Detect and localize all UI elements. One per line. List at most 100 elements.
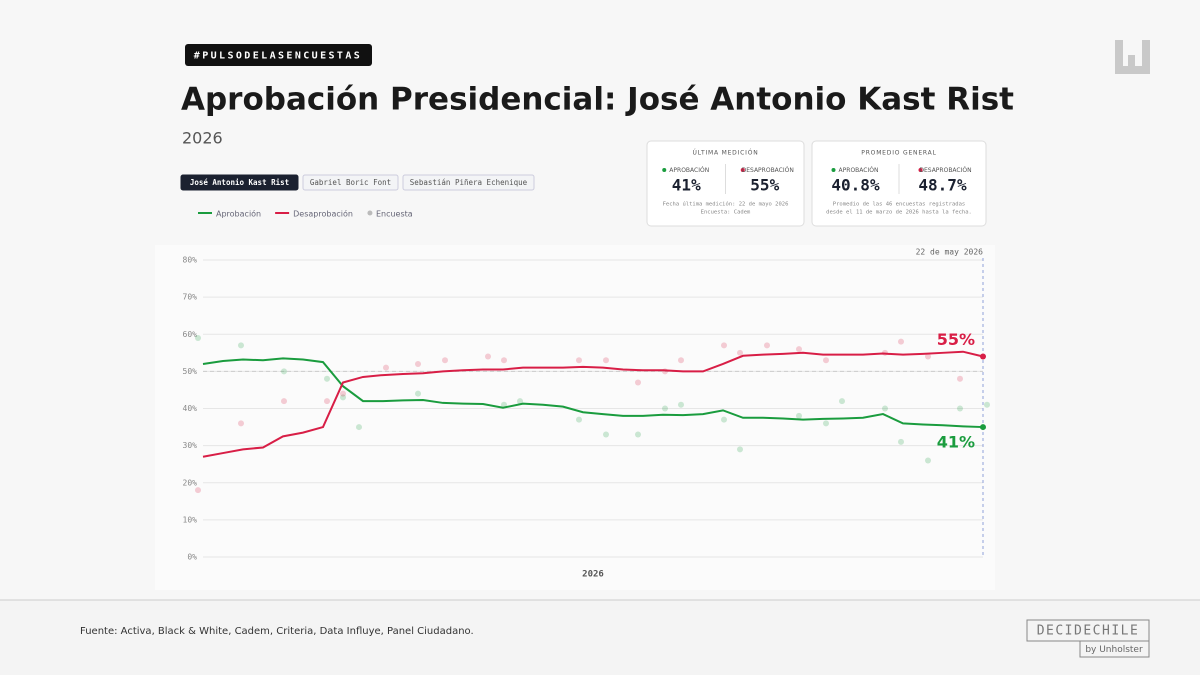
tab[interactable] <box>302 174 399 191</box>
survey-point <box>737 446 743 453</box>
footer-bg <box>0 601 1200 675</box>
survey-point <box>485 353 491 360</box>
survey-point <box>635 379 641 386</box>
survey-point <box>898 338 904 345</box>
survey-point <box>984 401 990 408</box>
survey-point <box>796 412 802 419</box>
tab-label[interactable]: Gabriel Boric Font <box>310 178 391 187</box>
tab-label[interactable]: Sebastián Piñera Echenique <box>410 178 528 187</box>
stat-note: Fecha última medición: 22 de mayo 2026 <box>663 201 789 208</box>
legend-label: Aprobación <box>216 209 261 219</box>
survey-point <box>635 431 641 438</box>
stat-dot <box>831 168 836 172</box>
y-tick-label: 50% <box>183 367 198 376</box>
y-tick-label: 40% <box>183 404 198 413</box>
stat-label: APROBACIÓN <box>669 167 709 174</box>
survey-point <box>415 390 421 397</box>
survey-point <box>195 334 201 341</box>
tab[interactable] <box>402 174 535 191</box>
survey-point <box>238 342 244 349</box>
title: Aprobación Presidencial: José Antonio Ka… <box>181 82 1014 118</box>
survey-point <box>839 398 845 405</box>
survey-point <box>340 394 346 401</box>
survey-point <box>383 364 389 371</box>
byline: by Unholster <box>1085 645 1143 655</box>
survey-point <box>721 416 727 423</box>
stat-dot <box>740 168 745 172</box>
legend-label: Desaprobación <box>293 209 353 219</box>
survey-point <box>737 349 743 356</box>
y-tick-label: 0% <box>187 553 197 562</box>
survey-point <box>356 424 362 431</box>
stat-value: 41% <box>672 176 701 195</box>
y-tick-label: 20% <box>183 478 198 487</box>
survey-point <box>721 342 727 349</box>
stat-note: Promedio de las 46 encuestas registradas <box>833 202 965 208</box>
y-tick-label: 80% <box>183 256 198 265</box>
y-tick-label: 60% <box>183 330 198 339</box>
byline-box <box>1079 640 1150 658</box>
end-label: 41% <box>937 433 975 452</box>
survey-point <box>796 346 802 353</box>
stat-value: 40.8% <box>831 176 880 195</box>
stat-label: DESAPROBACIÓN <box>742 167 794 174</box>
survey-point <box>678 401 684 408</box>
survey-point <box>324 375 330 382</box>
survey-point <box>957 405 963 412</box>
legend-label: Encuesta <box>376 210 413 219</box>
y-tick-label: 10% <box>183 515 198 524</box>
survey-point <box>324 398 330 405</box>
subtitle: 2026 <box>182 129 223 148</box>
survey-point <box>415 360 421 367</box>
stat-dot <box>662 168 667 172</box>
stat-note: Encuesta: Cadem <box>701 210 751 216</box>
y-tick-label: 70% <box>183 293 198 302</box>
end-point <box>980 353 986 360</box>
survey-point <box>823 357 829 364</box>
survey-point <box>442 357 448 364</box>
survey-point <box>238 420 244 427</box>
survey-point <box>957 375 963 382</box>
survey-point <box>678 357 684 364</box>
survey-point <box>882 405 888 412</box>
tab-label[interactable]: José Antonio Kast Rist <box>190 178 289 187</box>
stat-dot <box>918 168 923 172</box>
end-label: 55% <box>937 330 975 349</box>
survey-point <box>603 357 609 364</box>
stat-label: APROBACIÓN <box>839 167 879 174</box>
legend-swatch <box>367 210 373 216</box>
survey-point <box>195 487 201 494</box>
end-date: 22 de may 2026 <box>916 248 984 257</box>
source: Fuente: Activa, Black & White, Cadem, Cr… <box>80 626 474 637</box>
survey-point <box>576 416 582 423</box>
x-axis-label: 2026 <box>582 570 604 580</box>
survey-point <box>764 342 770 349</box>
survey-point <box>925 457 931 464</box>
stat-value: 55% <box>750 176 779 195</box>
survey-point <box>603 431 609 438</box>
stat-note: desde el 11 de marzo de 2026 hasta la fe… <box>826 210 972 216</box>
y-tick-label: 30% <box>183 441 198 450</box>
survey-point <box>576 357 582 364</box>
stat-title: ÚLTIMA MEDICIÓN <box>692 150 758 157</box>
stat-title: PROMEDIO GENERAL <box>861 150 936 157</box>
survey-point <box>898 438 904 445</box>
survey-point <box>823 420 829 427</box>
survey-point <box>340 390 346 397</box>
stat-label: DESAPROBACIÓN <box>919 167 971 174</box>
tag-box <box>185 44 372 66</box>
series-line <box>202 357 984 429</box>
tag: #PULSODELASENCUESTAS <box>194 51 362 62</box>
end-point <box>980 424 986 431</box>
series-line <box>202 350 984 458</box>
tab[interactable] <box>180 174 299 191</box>
survey-point <box>501 357 507 364</box>
survey-point <box>925 353 931 360</box>
stat-value: 48.7% <box>918 176 967 195</box>
survey-point <box>281 398 287 405</box>
logo <box>1115 40 1150 74</box>
survey-point <box>517 398 523 405</box>
survey-point <box>662 405 668 412</box>
survey-point <box>281 368 287 375</box>
